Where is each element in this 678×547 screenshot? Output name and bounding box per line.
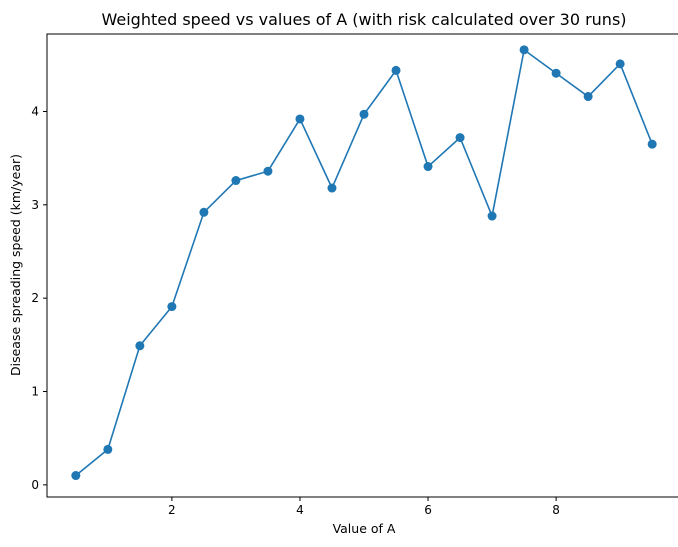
axis-ticks: 2 4 6 8 0 1 2 3 4 bbox=[31, 104, 560, 517]
data-point bbox=[551, 68, 561, 78]
series-group bbox=[71, 45, 657, 481]
data-point bbox=[295, 114, 305, 124]
y-tick-label: 0 bbox=[31, 478, 39, 492]
y-tick-label: 2 bbox=[31, 291, 39, 305]
data-point bbox=[199, 207, 209, 217]
y-tick-label: 3 bbox=[31, 198, 39, 212]
x-axis-label: Value of A bbox=[333, 521, 396, 536]
x-tick-label: 8 bbox=[552, 503, 560, 517]
data-point bbox=[455, 133, 465, 143]
data-point bbox=[327, 183, 337, 193]
data-point bbox=[615, 59, 625, 69]
y-axis-label: Disease spreading speed (km/year) bbox=[8, 154, 23, 376]
y-tick-label: 1 bbox=[31, 385, 39, 399]
x-tick-label: 6 bbox=[424, 503, 432, 517]
data-point bbox=[359, 109, 369, 119]
data-point bbox=[487, 211, 497, 221]
data-point bbox=[135, 341, 145, 351]
chart-title: Weighted speed vs values of A (with risk… bbox=[101, 10, 626, 29]
y-tick-label: 4 bbox=[31, 104, 39, 118]
plot-frame bbox=[46, 33, 678, 498]
data-point bbox=[231, 176, 241, 186]
data-point bbox=[263, 166, 273, 176]
data-point bbox=[167, 302, 177, 312]
data-point bbox=[103, 444, 113, 454]
data-point bbox=[647, 139, 657, 149]
x-tick-label: 4 bbox=[296, 503, 304, 517]
data-point bbox=[71, 471, 81, 481]
data-point bbox=[423, 162, 433, 172]
data-point bbox=[391, 65, 401, 75]
x-tick-label: 2 bbox=[168, 503, 176, 517]
data-point bbox=[519, 45, 529, 55]
data-point bbox=[583, 92, 593, 102]
